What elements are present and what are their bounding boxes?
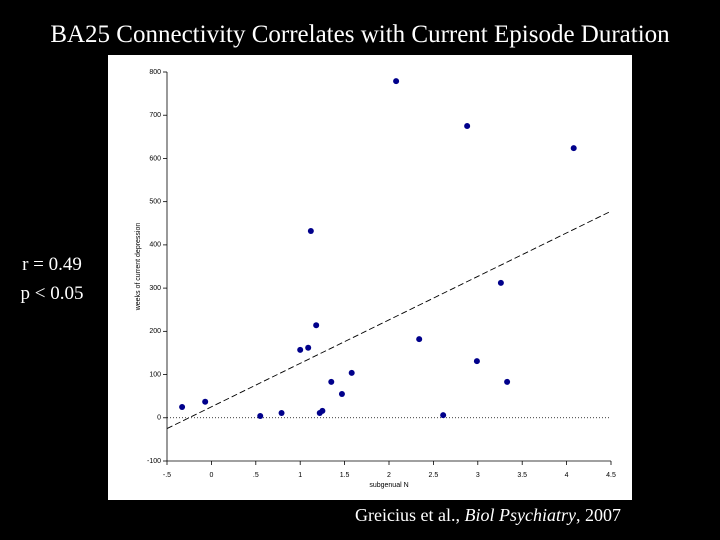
point xyxy=(393,78,400,85)
x-tick-label: 3 xyxy=(476,472,480,479)
citation-year: , 2007 xyxy=(575,505,621,525)
point xyxy=(338,391,345,398)
citation: Greicius et al., Biol Psychiatry, 2007 xyxy=(355,505,621,526)
point xyxy=(328,378,335,385)
citation-journal: Biol Psychiatry xyxy=(464,505,576,525)
y-tick-label: 500 xyxy=(149,199,161,206)
x-tick-label: 0 xyxy=(209,472,213,479)
plot: -100 0 100 200 300 400 500 600 700 800 -.5 0 .5 1 1.5 2… xyxy=(135,69,616,489)
x-tick-label: 4.5 xyxy=(606,472,616,479)
y-axis-label: weeks of current depression xyxy=(135,223,142,312)
y-tick-label: -100 xyxy=(147,458,161,465)
trend-line xyxy=(166,210,612,429)
citation-authors: Greicius et al., xyxy=(355,505,460,525)
y-tick-label: 800 xyxy=(149,69,161,76)
x-tick-label: 4 xyxy=(565,472,569,479)
stat-r: r = 0.49 xyxy=(22,254,82,275)
x-tick-label: .5 xyxy=(253,472,259,479)
point xyxy=(305,344,312,351)
stat-p: p < 0.05 xyxy=(21,283,84,304)
point xyxy=(319,407,326,414)
x-tick-label: 3.5 xyxy=(517,472,527,479)
point xyxy=(202,398,209,405)
point xyxy=(464,123,471,130)
point xyxy=(497,279,504,286)
x-axis-label: subgenual N xyxy=(369,482,408,489)
x-tick-label: 2.5 xyxy=(429,472,439,479)
point xyxy=(313,322,320,329)
y-tick-label: 100 xyxy=(149,371,161,378)
x-tick-label: -.5 xyxy=(163,472,171,479)
y-tick-label: 600 xyxy=(149,155,161,162)
point xyxy=(257,413,264,420)
slide-title: BA25 Connectivity Correlates with Curren… xyxy=(50,21,670,48)
point xyxy=(440,412,447,419)
point xyxy=(473,358,480,365)
y-tick-label: 400 xyxy=(149,242,161,249)
point xyxy=(416,336,423,343)
point xyxy=(297,346,304,353)
point xyxy=(307,228,314,235)
point xyxy=(278,410,285,417)
chart-panel xyxy=(108,55,632,500)
x-tick-label: 1.5 xyxy=(340,472,350,479)
x-tick-label: 1 xyxy=(298,472,302,479)
y-tick-label: 200 xyxy=(149,328,161,335)
x-tick-label: 2 xyxy=(387,472,391,479)
y-tick-label: 300 xyxy=(149,285,161,292)
y-tick-label: 700 xyxy=(149,112,161,119)
point xyxy=(179,403,186,410)
y-tick-label: 0 xyxy=(157,415,161,422)
point xyxy=(348,369,355,376)
point xyxy=(504,378,511,385)
point xyxy=(570,145,577,152)
